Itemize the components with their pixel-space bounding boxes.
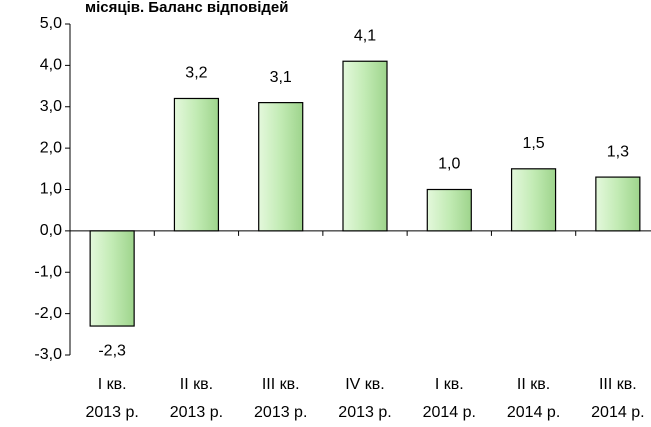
- value-label: -2,3: [98, 342, 126, 359]
- x-tick-label: II кв.: [180, 376, 213, 393]
- x-tick-label: IV кв.: [345, 376, 385, 393]
- value-label: 3,2: [185, 65, 207, 82]
- x-tick-label: III кв.: [262, 376, 300, 393]
- bar: [173, 97, 220, 232]
- chart-title: місяців. Баланс відповідей: [85, 0, 288, 16]
- bar: [595, 176, 641, 232]
- y-tick-label: -3,0: [34, 346, 62, 363]
- value-label: 1,3: [607, 143, 629, 160]
- value-label: 4,1: [354, 27, 376, 44]
- bar: [510, 168, 557, 232]
- value-label: 1,5: [522, 135, 544, 152]
- x-tick-label: I кв.: [98, 376, 127, 393]
- bar: [426, 188, 472, 232]
- x-tick-label: 2014 р.: [507, 404, 560, 421]
- x-tick-label: 2013 р.: [170, 404, 223, 421]
- y-tick-label: 2,0: [40, 139, 62, 156]
- bar: [258, 102, 304, 232]
- y-tick-label: 5,0: [40, 15, 62, 32]
- x-tick-label: 2013 р.: [254, 404, 307, 421]
- x-tick-label: 2013 р.: [338, 404, 391, 421]
- x-tick-label: II кв.: [517, 376, 550, 393]
- x-tick-label: 2014 р.: [591, 404, 644, 421]
- x-tick-label: III кв.: [599, 376, 637, 393]
- y-tick-label: 1,0: [40, 181, 62, 198]
- x-tick-label: 2014 р.: [423, 404, 476, 421]
- x-tick-label: I кв.: [435, 376, 464, 393]
- bar: [89, 230, 135, 327]
- y-tick-label: 3,0: [40, 98, 62, 115]
- y-tick-label: -2,0: [34, 305, 62, 322]
- y-tick-label: -1,0: [34, 263, 62, 280]
- y-tick-label: 4,0: [40, 57, 62, 74]
- value-label: 1,0: [438, 156, 460, 173]
- x-tick-label: 2013 р.: [85, 404, 138, 421]
- value-label: 3,1: [270, 69, 292, 86]
- bar: [342, 60, 388, 232]
- y-tick-label: 0,0: [40, 222, 62, 239]
